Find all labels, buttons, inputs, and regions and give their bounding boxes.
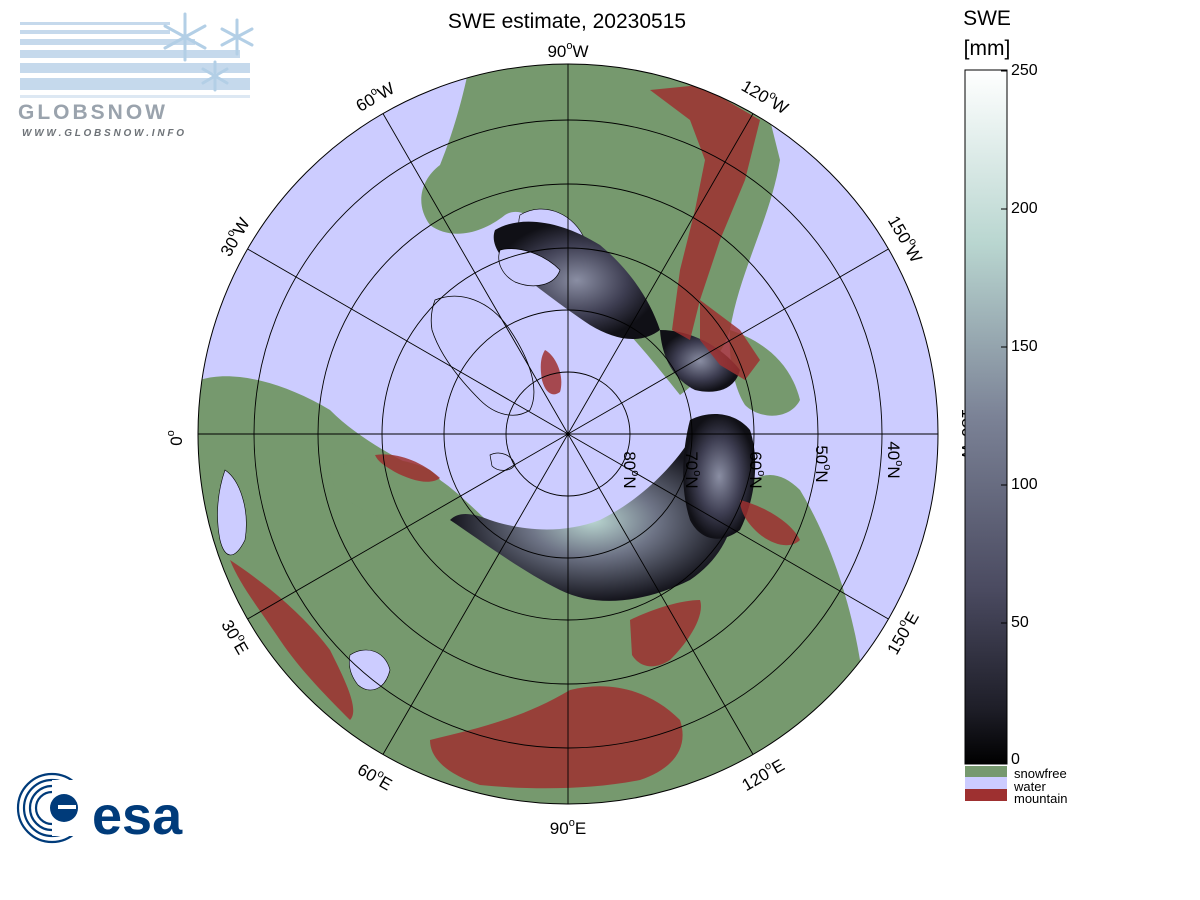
meridian-label-60e: 60oE bbox=[354, 758, 396, 794]
cb-label-250: 250 bbox=[1011, 62, 1038, 79]
globsnow-url: W W W . G L O B S N O W . I N F O bbox=[22, 128, 184, 139]
greenland-landmass bbox=[430, 296, 535, 416]
snowflake-icon bbox=[163, 12, 254, 92]
colorbar-title-unit: [mm] bbox=[963, 37, 1011, 60]
cb-label-150: 150 bbox=[1011, 338, 1038, 355]
esa-logo: esa bbox=[16, 772, 183, 846]
meridian-label-30e: 30oE bbox=[217, 616, 253, 658]
lat-label-50: 50oN bbox=[812, 445, 833, 482]
lat-label-60: 60oN bbox=[746, 451, 767, 488]
meridian-150w-30e bbox=[247, 248, 889, 620]
meridian-label-120e: 120oE bbox=[738, 754, 788, 795]
swatch-mountain bbox=[965, 789, 1007, 801]
lat-label-80: 80oN bbox=[620, 451, 641, 488]
central-siberia-mountains bbox=[630, 600, 701, 667]
lat-label-40: 40oN bbox=[884, 441, 905, 478]
category-label-water: water bbox=[1014, 779, 1046, 794]
himalaya-tibet bbox=[430, 686, 683, 789]
cb-label-100: 100 bbox=[1011, 476, 1038, 493]
swe-eurasia-snow bbox=[450, 440, 735, 601]
swe-alaska-snow bbox=[660, 330, 740, 392]
latitude-labels: 80oN 70oN 60oN 50oN 40oN bbox=[620, 441, 905, 488]
cb-label-50: 50 bbox=[1011, 614, 1029, 631]
category-label-mountain: mountain bbox=[1014, 791, 1068, 806]
east-siberia-mountains bbox=[740, 500, 800, 546]
cb-label-0: 0 bbox=[1011, 751, 1020, 768]
colorbar-ticks bbox=[1001, 70, 1007, 763]
meridian-label-0: 0o bbox=[165, 430, 186, 446]
swe-siberia-snow bbox=[683, 414, 756, 539]
graticule bbox=[198, 64, 938, 804]
globsnow-wordmark: GLOBSNOW bbox=[18, 101, 168, 124]
alps-caucasus bbox=[230, 560, 354, 720]
cb-label-200: 200 bbox=[1011, 200, 1038, 217]
colorbar bbox=[964, 69, 1008, 801]
swatch-water bbox=[965, 777, 1007, 789]
meridian-label-90w: 90oW bbox=[547, 40, 588, 61]
caspian-sea bbox=[348, 649, 391, 691]
swatch-snowfree bbox=[965, 766, 1007, 777]
category-label-snowfree: snowfree bbox=[1014, 766, 1067, 781]
baltic-sea bbox=[217, 469, 247, 556]
globsnow-stripes bbox=[20, 22, 250, 98]
lat-label-70: 70oN bbox=[682, 451, 703, 488]
globsnow-logo: GLOBSNOW W W W . G L O B S N O W . I N F… bbox=[18, 12, 254, 139]
map-border bbox=[197, 63, 939, 805]
meridian-label-90e: 90oE bbox=[550, 817, 586, 838]
map-title: SWE estimate, 20230515 bbox=[447, 10, 687, 33]
greenland-coast-mountains bbox=[540, 350, 562, 395]
colorbar-gradient bbox=[964, 69, 1008, 765]
scandinavian-mountains bbox=[375, 454, 440, 482]
esa-wordmark: esa bbox=[92, 786, 183, 846]
colorbar-title: SWE [mm] bbox=[952, 4, 1022, 64]
colorbar-title-quantity: SWE bbox=[963, 7, 1011, 30]
